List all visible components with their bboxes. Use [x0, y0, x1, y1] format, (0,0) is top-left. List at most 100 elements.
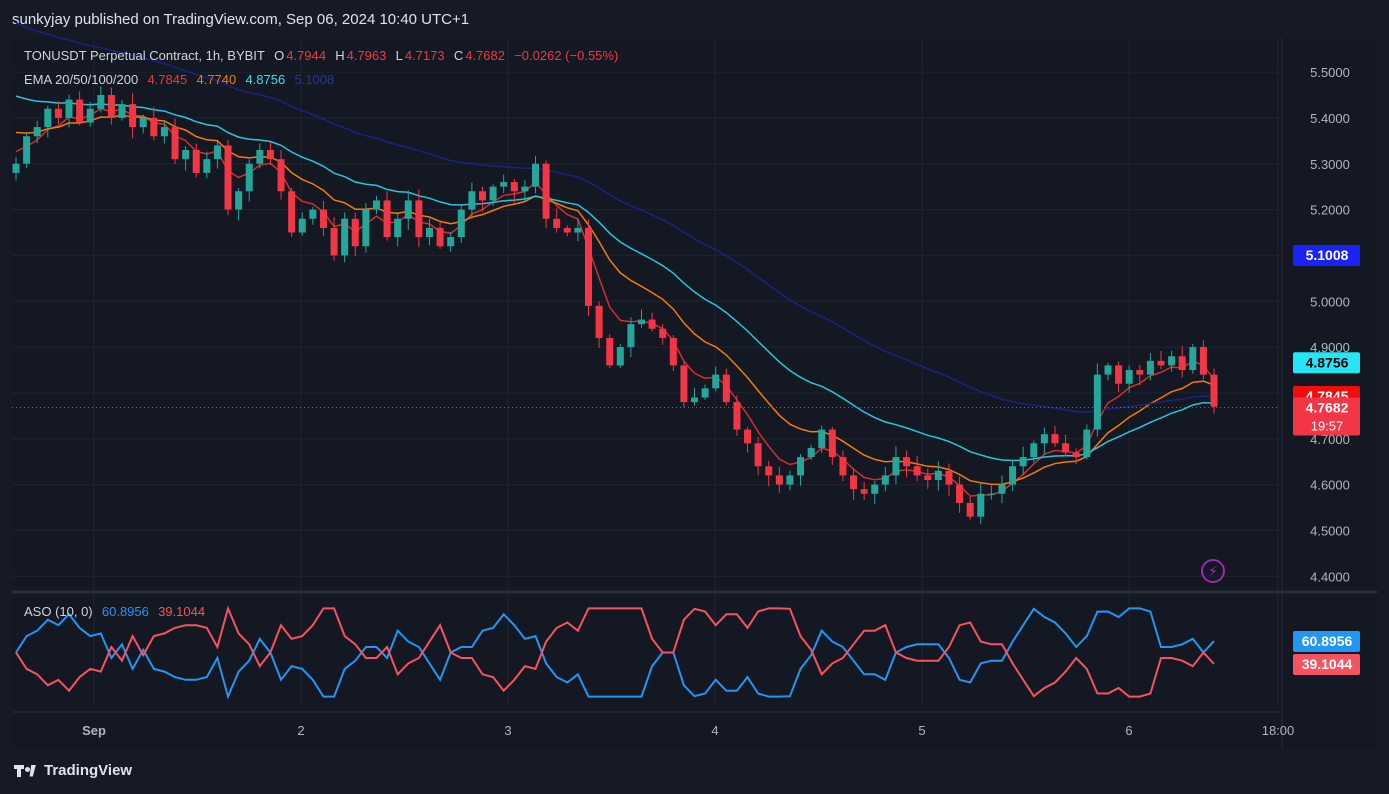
- candle-body: [722, 374, 730, 403]
- price-tick-label: 5.0000: [1310, 294, 1350, 309]
- candle-body: [786, 475, 794, 485]
- candle-body: [457, 209, 465, 238]
- candle-body: [213, 145, 221, 160]
- candle-body: [129, 104, 137, 128]
- countdown-text: 19:57: [1311, 418, 1344, 433]
- flash-icon[interactable]: ⚡: [1201, 559, 1225, 583]
- ema50-value: 4.7740: [196, 72, 237, 87]
- candle-body: [807, 447, 815, 458]
- price-label-text: 5.1008: [1306, 247, 1349, 263]
- candle-body: [913, 466, 921, 476]
- footer-bar: [0, 748, 1389, 794]
- candle-body: [489, 186, 497, 201]
- candle-body: [341, 218, 349, 256]
- candle-body: [1093, 374, 1101, 430]
- candle-body: [881, 475, 889, 485]
- aso-pane: [15, 605, 1215, 700]
- candle-body: [394, 218, 402, 238]
- ema200-value: 5.1008: [294, 72, 335, 87]
- candle-body: [23, 136, 31, 164]
- candle-body: [659, 328, 667, 338]
- price-label-box: [1293, 352, 1360, 374]
- aso-label-text: 60.8956: [1302, 633, 1353, 649]
- symbol-name: TONUSDT Perpetual Contract, 1h, BYBIT: [24, 48, 265, 63]
- candle-body: [1072, 452, 1080, 458]
- price-label-text: 4.8756: [1306, 354, 1349, 370]
- candle-body: [648, 319, 656, 329]
- tradingview-logo[interactable]: TradingView: [14, 762, 132, 779]
- candle-body: [584, 227, 592, 306]
- candle-body: [139, 117, 147, 128]
- candle-body: [1009, 466, 1017, 485]
- aso-legend[interactable]: ASO (10, 0) 60.8956 39.1044: [24, 604, 207, 619]
- candle-body: [892, 457, 900, 476]
- candle-body: [1115, 365, 1123, 384]
- candle-body: [616, 347, 624, 366]
- candle-body: [203, 159, 211, 173]
- price-label-box: [1293, 245, 1360, 267]
- price-tick-label: 5.5000: [1310, 65, 1350, 80]
- candles: [12, 86, 1218, 525]
- candle-body: [118, 104, 126, 118]
- candle-body: [447, 237, 455, 247]
- grid-lines: [12, 40, 1280, 705]
- aso-label-box: [1293, 653, 1360, 675]
- candle-body: [669, 337, 677, 366]
- ema-lines: [12, 22, 1280, 497]
- low-value: 4.7173: [404, 48, 445, 63]
- candle-body: [712, 374, 720, 389]
- candle-body: [160, 127, 168, 137]
- candle-body: [956, 484, 964, 503]
- ema-label: EMA 20/50/100/200: [24, 72, 139, 87]
- candle-body: [1136, 370, 1144, 375]
- candle-body: [563, 227, 571, 233]
- price-tick-label: 5.2000: [1310, 203, 1350, 218]
- candle-body: [934, 470, 942, 480]
- candle-body: [1019, 457, 1027, 467]
- candle-body: [595, 305, 603, 338]
- candle-body: [680, 365, 688, 403]
- candle-body: [107, 95, 115, 118]
- high-label: H: [335, 48, 345, 63]
- time-tick-label: Sep: [82, 723, 106, 738]
- candle-body: [966, 502, 974, 517]
- candle-body: [478, 191, 486, 201]
- candle-body: [1146, 360, 1154, 375]
- ema-legend[interactable]: EMA 20/50/100/200 4.7845 4.7740 4.8756 5…: [24, 72, 336, 87]
- candle-body: [1178, 356, 1186, 370]
- change-value: −0.0262 (−0.55%): [514, 48, 619, 63]
- time-tick-label: 18:00: [1262, 723, 1295, 738]
- candle-body: [404, 200, 412, 219]
- candle-body: [351, 218, 359, 247]
- candle-body: [1157, 360, 1165, 366]
- time-tick-label: 6: [1125, 723, 1132, 738]
- candle-body: [65, 99, 73, 118]
- candle-body: [903, 457, 911, 467]
- candle-body: [266, 150, 274, 160]
- candle-body: [627, 324, 635, 348]
- price-label-text: 4.7682: [1306, 399, 1349, 415]
- candle-body: [330, 227, 338, 256]
- candle-body: [818, 429, 826, 448]
- candle-body: [1040, 434, 1048, 444]
- price-tick-label: 4.5000: [1310, 523, 1350, 538]
- candle-body: [288, 191, 296, 233]
- time-tick-label: 2: [297, 723, 304, 738]
- candle-body: [383, 200, 391, 238]
- candle-body: [235, 191, 243, 210]
- candle-body: [733, 402, 741, 430]
- candle-body: [510, 182, 518, 192]
- time-tick-label: 5: [918, 723, 925, 738]
- candle-body: [987, 493, 995, 495]
- candle-body: [1104, 365, 1112, 375]
- candle-body: [553, 218, 561, 228]
- aso-label-box: [1293, 631, 1360, 653]
- price-tick-label: 5.4000: [1310, 111, 1350, 126]
- candle-body: [1051, 434, 1059, 444]
- price-label-box: [1293, 397, 1360, 436]
- candle-body: [245, 163, 253, 192]
- candle-body: [542, 163, 550, 219]
- candle-body: [775, 475, 783, 485]
